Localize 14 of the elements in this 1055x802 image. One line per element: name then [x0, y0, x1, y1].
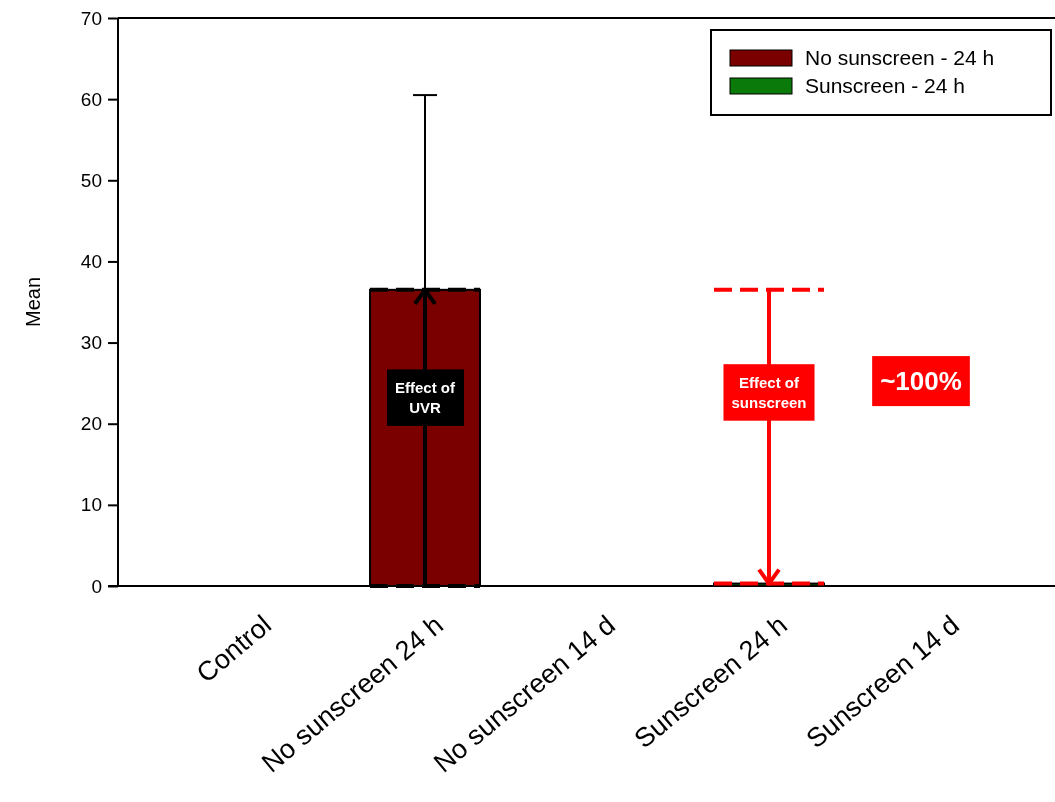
y-tick-label: 20	[80, 413, 102, 435]
y-tick-label: 40	[80, 251, 102, 273]
y-tick-label: 0	[91, 575, 102, 597]
annotation: ~100%	[880, 366, 962, 397]
annotation: Effect of sunscreen	[731, 374, 807, 411]
y-tick-label: 60	[80, 88, 102, 110]
legend-label: No sunscreen - 24 h	[805, 46, 995, 69]
legend-label: Sunscreen - 24 h	[805, 74, 965, 97]
annotation: Effect of UVR	[395, 379, 456, 416]
y-tick-label: 10	[80, 494, 102, 516]
y-axis-title: Mean	[22, 276, 44, 328]
y-tick-label: 30	[80, 332, 102, 354]
y-tick-label: 50	[80, 169, 102, 191]
y-tick-label: 70	[80, 7, 102, 29]
